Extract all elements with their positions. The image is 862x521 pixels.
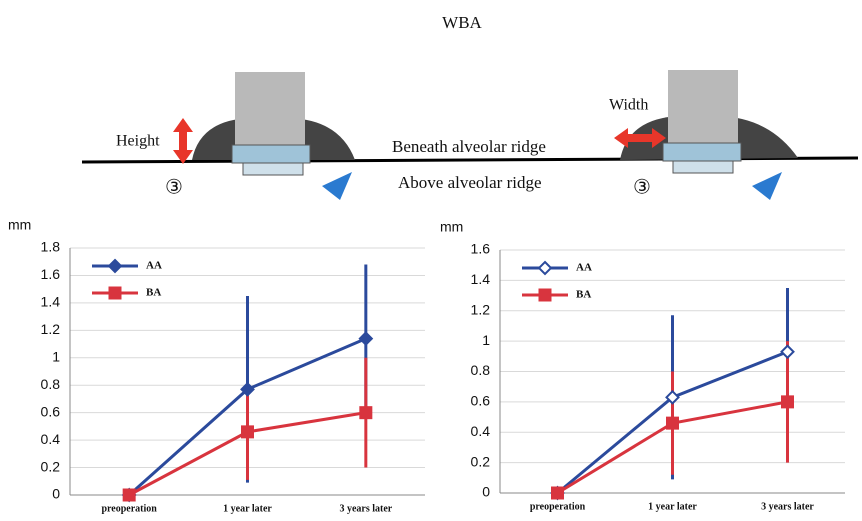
marker bbox=[539, 262, 551, 274]
abutment-base-left bbox=[243, 163, 303, 175]
y-tick-label: 1 bbox=[482, 332, 490, 348]
above-label: Above alveolar ridge bbox=[398, 173, 542, 192]
y-tick-label: 1 bbox=[52, 348, 60, 364]
x-tick-label: 3 years later bbox=[761, 501, 814, 512]
y-tick-label: 0.4 bbox=[471, 423, 491, 439]
marker bbox=[242, 426, 254, 438]
marker-label: ③ bbox=[633, 177, 651, 199]
y-tick-label: 0 bbox=[482, 484, 490, 500]
x-tick-label: 1 year later bbox=[223, 503, 272, 514]
x-tick-label: preoperation bbox=[101, 503, 157, 514]
marker bbox=[539, 289, 551, 301]
x-tick-label: preoperation bbox=[530, 501, 586, 512]
y-tick-label: 0.8 bbox=[41, 376, 61, 392]
y-tick-label: 1.8 bbox=[41, 239, 61, 255]
diagram: Height Width Beneath alveolar ridge Abov… bbox=[82, 70, 858, 200]
x-tick-label: 3 years later bbox=[339, 503, 392, 514]
y-tick-label: 0 bbox=[52, 486, 60, 502]
marker bbox=[552, 487, 564, 499]
marker bbox=[109, 260, 121, 272]
marker bbox=[360, 407, 372, 419]
marker bbox=[667, 417, 679, 429]
pointer-right bbox=[752, 172, 782, 200]
y-tick-label: 0.2 bbox=[41, 458, 61, 474]
y-tick-label: 0.4 bbox=[41, 431, 61, 447]
abutment-base-right bbox=[673, 161, 733, 173]
y-tick-label: 1.6 bbox=[471, 241, 491, 257]
height-arrow bbox=[173, 118, 193, 164]
y-tick-label: 0.8 bbox=[471, 362, 491, 378]
height-label: Height bbox=[116, 133, 160, 150]
y-tick-label: 1.2 bbox=[41, 321, 61, 337]
width-label: Width bbox=[609, 97, 648, 114]
marker-label: ③ bbox=[165, 177, 183, 199]
x-tick-label: 1 year later bbox=[648, 501, 697, 512]
beneath-label: Beneath alveolar ridge bbox=[392, 137, 546, 156]
marker bbox=[109, 287, 121, 299]
figure: WBA Height Width Beneath alveolar ridge … bbox=[0, 0, 862, 516]
abutment-right bbox=[663, 143, 741, 161]
legend-label: AA bbox=[146, 260, 162, 272]
legend-label: AA bbox=[576, 262, 592, 274]
marker bbox=[360, 333, 372, 345]
legend-label: BA bbox=[146, 287, 161, 299]
y-tick-label: 1.2 bbox=[471, 301, 491, 317]
y-axis-label: mm bbox=[8, 217, 31, 233]
pointer-left bbox=[322, 172, 352, 200]
y-tick-label: 0.6 bbox=[471, 393, 491, 409]
y-tick-label: 0.2 bbox=[471, 453, 491, 469]
marker bbox=[123, 489, 135, 501]
y-tick-label: 1.4 bbox=[41, 294, 61, 310]
abutment-left bbox=[232, 145, 310, 163]
y-tick-label: 1.6 bbox=[41, 266, 61, 282]
legend-label: BA bbox=[576, 289, 591, 301]
marker bbox=[782, 396, 794, 408]
marker bbox=[782, 346, 794, 358]
implant-left bbox=[235, 72, 305, 147]
y-tick-label: 0.6 bbox=[41, 403, 61, 419]
implant-right bbox=[668, 70, 738, 145]
y-axis-label: mm bbox=[440, 219, 463, 235]
y-tick-label: 1.4 bbox=[471, 271, 491, 287]
figure-title: WBA bbox=[442, 13, 482, 32]
